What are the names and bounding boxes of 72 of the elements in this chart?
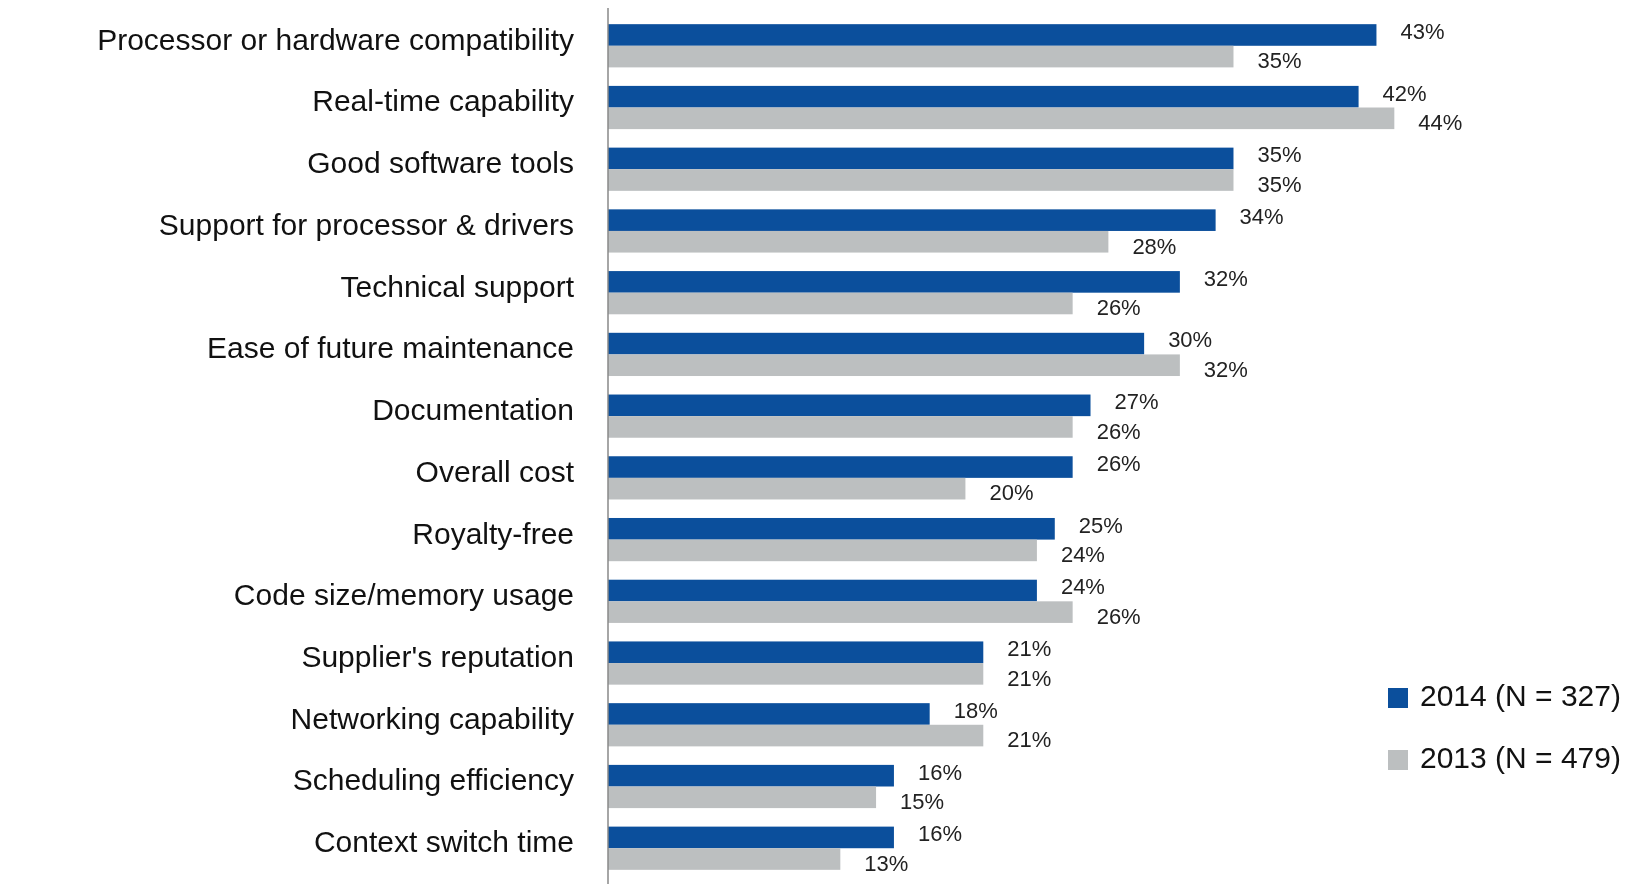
bar bbox=[608, 85, 1359, 108]
data-label: 25% bbox=[1078, 512, 1123, 538]
bar bbox=[608, 724, 984, 747]
y-tick-label: Context switch time bbox=[313, 825, 574, 859]
y-tick-label: Code size/memory usage bbox=[233, 578, 574, 612]
data-label: 21% bbox=[1007, 727, 1052, 753]
y-tick-label: Documentation bbox=[372, 393, 574, 427]
data-label: 30% bbox=[1168, 327, 1213, 353]
bar bbox=[608, 663, 984, 685]
legend-label: 2013 (N = 479) bbox=[1420, 740, 1621, 774]
bar bbox=[608, 601, 1073, 623]
y-tick-label: Good software tools bbox=[307, 146, 574, 180]
bar bbox=[608, 394, 1091, 417]
bar bbox=[608, 271, 1180, 293]
data-label: 34% bbox=[1239, 203, 1284, 229]
data-label: 35% bbox=[1257, 142, 1302, 168]
bar bbox=[608, 332, 1145, 355]
bar bbox=[608, 477, 966, 500]
data-label: 43% bbox=[1400, 18, 1445, 44]
y-tick-label: Royalty-free bbox=[412, 516, 574, 550]
bar bbox=[608, 230, 1109, 253]
bar bbox=[608, 147, 1234, 170]
data-label: 26% bbox=[1096, 603, 1141, 629]
y-tick-label: Scheduling efficiency bbox=[292, 763, 574, 797]
data-label: 26% bbox=[1096, 295, 1141, 321]
data-label: 35% bbox=[1257, 171, 1302, 197]
bar bbox=[608, 45, 1234, 68]
bar bbox=[608, 703, 930, 725]
y-tick-label: Technical support bbox=[340, 269, 575, 303]
data-label: 16% bbox=[917, 821, 962, 847]
legend-label: 2014 (N = 327) bbox=[1420, 678, 1621, 712]
y-tick-label: Overall cost bbox=[415, 454, 575, 488]
y-tick-label: Real-time capability bbox=[312, 84, 574, 118]
y-tick-label: Support for processor & drivers bbox=[158, 207, 574, 241]
bar bbox=[608, 764, 894, 787]
data-label: 35% bbox=[1257, 48, 1302, 74]
bar bbox=[608, 456, 1073, 478]
bar bbox=[608, 107, 1395, 130]
data-label: 26% bbox=[1096, 450, 1141, 476]
bar bbox=[608, 517, 1055, 540]
y-tick-label: Networking capability bbox=[290, 701, 574, 735]
bar bbox=[608, 848, 841, 870]
bar bbox=[608, 539, 1037, 562]
data-label: 24% bbox=[1060, 542, 1105, 568]
data-label: 27% bbox=[1114, 389, 1159, 415]
data-label: 21% bbox=[1007, 665, 1052, 691]
data-label: 44% bbox=[1418, 110, 1463, 136]
data-label: 42% bbox=[1382, 80, 1427, 106]
y-tick-label: Supplier's reputation bbox=[301, 639, 574, 673]
data-label: 20% bbox=[989, 480, 1034, 506]
bar bbox=[608, 416, 1073, 438]
bar bbox=[608, 641, 984, 664]
data-label: 26% bbox=[1096, 418, 1141, 444]
data-label: 21% bbox=[1007, 636, 1052, 662]
bar bbox=[608, 209, 1216, 231]
bar bbox=[608, 24, 1377, 46]
data-label: 32% bbox=[1203, 265, 1248, 291]
y-tick-label: Processor or hardware compatibility bbox=[97, 22, 574, 56]
bar bbox=[608, 826, 894, 849]
data-label: 32% bbox=[1203, 357, 1248, 383]
bar bbox=[608, 579, 1037, 602]
bar bbox=[608, 292, 1073, 315]
bar bbox=[608, 169, 1234, 191]
bar bbox=[608, 354, 1180, 377]
data-label: 28% bbox=[1132, 233, 1177, 259]
data-label: 18% bbox=[953, 697, 998, 723]
data-label: 16% bbox=[917, 759, 962, 785]
y-tick-label: Ease of future maintenance bbox=[207, 331, 574, 365]
bar bbox=[608, 786, 877, 809]
data-label: 15% bbox=[900, 789, 945, 815]
data-label: 13% bbox=[864, 850, 909, 876]
data-label: 24% bbox=[1060, 574, 1105, 600]
